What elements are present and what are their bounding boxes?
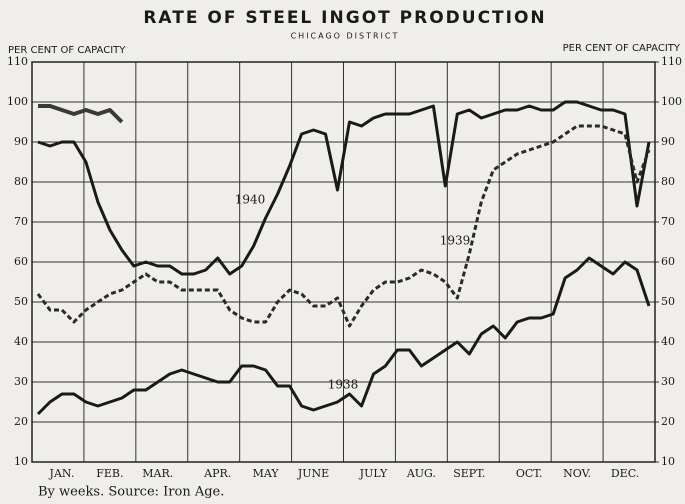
- annotation: 1940: [235, 193, 266, 207]
- x-tick-label: FEB.: [96, 467, 123, 480]
- series-line: [36, 124, 651, 328]
- y2-tick-label: 90: [661, 135, 675, 148]
- y-tick-label: 40: [14, 335, 28, 348]
- x-tick-label: AUG.: [406, 467, 436, 480]
- x-tick-label: OCT.: [516, 467, 543, 480]
- y2-tick-label: 70: [661, 215, 675, 228]
- x-tick-label: APR.: [203, 467, 231, 480]
- caption: By weeks. Source: Iron Age.: [38, 485, 224, 500]
- x-tick-label: MAR.: [142, 467, 173, 480]
- y2-tick-label: 10: [661, 455, 675, 468]
- y-tick-label: 60: [14, 255, 28, 268]
- y2-tick-label: 100: [661, 95, 682, 108]
- y-tick-label: 50: [14, 295, 28, 308]
- x-tick-label: JAN.: [49, 467, 75, 480]
- annotation: 1938: [328, 378, 359, 392]
- y-tick-label: 90: [14, 135, 28, 148]
- y-axis-label: PER CENT OF CAPACITY: [8, 45, 126, 56]
- y2-tick-label: 40: [661, 335, 675, 348]
- y-tick-label: 70: [14, 215, 28, 228]
- annotation: 1939: [440, 234, 471, 248]
- y-tick-label: 10: [14, 455, 28, 468]
- series-line: [37, 100, 651, 276]
- series-line: [36, 256, 651, 416]
- y2-tick-label: 20: [661, 415, 675, 428]
- x-tick-label: DEC.: [611, 467, 639, 480]
- chart-subtitle: CHICAGO DISTRICT: [291, 32, 400, 41]
- y-tick-label: 100: [7, 95, 28, 108]
- y-tick-label: 30: [14, 375, 28, 388]
- x-tick-label: MAY: [253, 467, 280, 480]
- series-line: [38, 104, 124, 124]
- chart-title: RATE OF STEEL INGOT PRODUCTION: [143, 8, 546, 28]
- y2-tick-label: 30: [661, 375, 675, 388]
- y-tick-label: 80: [14, 175, 28, 188]
- y2-tick-label: 60: [661, 255, 675, 268]
- x-tick-label: SEPT.: [453, 467, 485, 480]
- y2-tick-label: 80: [661, 175, 675, 188]
- y2-tick-label: 110: [661, 55, 682, 68]
- y-tick-label: 20: [14, 415, 28, 428]
- x-tick-label: JUNE: [297, 467, 329, 480]
- y2-tick-label: 50: [661, 295, 675, 308]
- plot-frame: [31, 61, 656, 463]
- x-tick-label: NOV.: [563, 467, 591, 480]
- y2-axis-label: PER CENT OF CAPACITY: [563, 43, 681, 54]
- y-tick-label: 110: [7, 55, 28, 68]
- x-tick-label: JULY: [359, 467, 388, 480]
